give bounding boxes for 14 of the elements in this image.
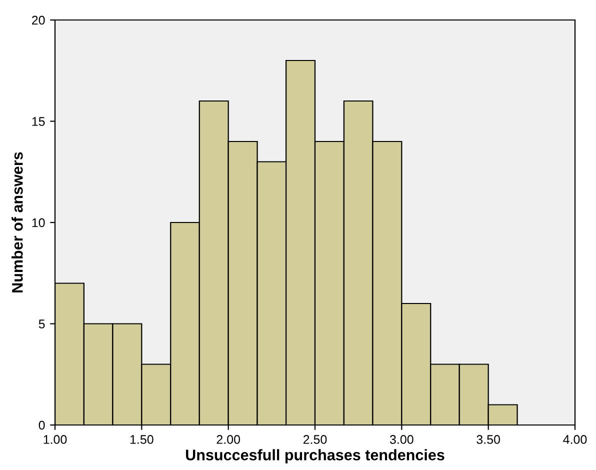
y-tick-label: 20 bbox=[32, 16, 45, 25]
y-tick-label: 5 bbox=[38, 320, 45, 328]
y-axis-title: Number of answers bbox=[12, 152, 23, 292]
y-tick-label: 10 bbox=[32, 218, 45, 228]
x-tick-label: 1.00 bbox=[44, 435, 67, 444]
x-tick-label: 2.50 bbox=[303, 435, 327, 444]
y-tick-label: 15 bbox=[32, 117, 45, 126]
x-tick-label: 4.00 bbox=[563, 435, 587, 444]
y-tick-label: 0 bbox=[38, 420, 45, 430]
x-tick-label: 2.00 bbox=[216, 435, 240, 444]
x-tick-label: 1.50 bbox=[130, 435, 154, 444]
x-axis-title: Unsuccesfull purchases tendencies bbox=[186, 449, 444, 464]
x-tick-label: 3.00 bbox=[390, 435, 414, 444]
x-tick-label: 3.50 bbox=[476, 435, 500, 444]
